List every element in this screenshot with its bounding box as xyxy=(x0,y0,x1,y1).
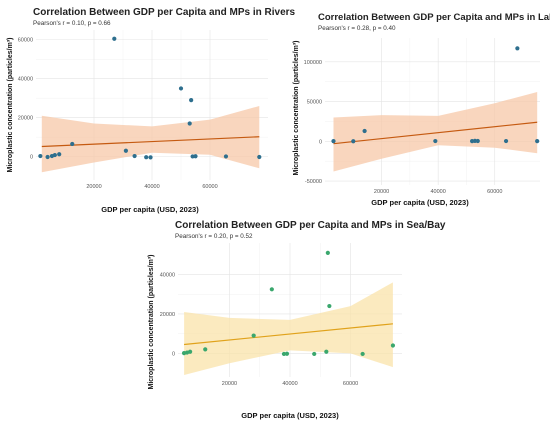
data-point xyxy=(475,138,480,144)
data-point xyxy=(70,141,75,147)
data-point xyxy=(123,148,128,153)
data-point xyxy=(433,138,438,144)
data-point xyxy=(52,152,57,158)
data-point xyxy=(362,128,367,134)
data-point xyxy=(38,153,43,159)
regression-line xyxy=(183,323,393,346)
x-tick-label: 60000 xyxy=(487,189,502,195)
data-point xyxy=(325,250,330,255)
data-point xyxy=(257,154,262,160)
confidence-band xyxy=(333,92,538,172)
chart-subtitle: Pearson's r = 0.20, p = 0.52 xyxy=(175,233,253,240)
chart-title: Correlation Between GDP per Capita and M… xyxy=(318,12,550,23)
y-tick-label: 100000 xyxy=(304,60,322,66)
y-tick-label: 0 xyxy=(172,351,175,357)
y-tick-label: 0 xyxy=(30,155,33,161)
chart-title: Correlation Between GDP per Capita and M… xyxy=(33,7,296,18)
y-tick-label: 50000 xyxy=(307,100,322,106)
regression-line xyxy=(41,136,260,148)
data-point xyxy=(284,351,290,356)
plot-area: 20000 40000 60000 0 20000 40000 60000 xyxy=(18,30,268,190)
data-point xyxy=(193,154,198,159)
y-tick-label: -50000 xyxy=(305,179,322,185)
chart-sea-bay: Correlation Between GDP per Capita and M… xyxy=(148,220,446,420)
y-tick-label: 40000 xyxy=(160,273,175,279)
data-point xyxy=(535,139,540,144)
data-point xyxy=(515,46,520,51)
data-point xyxy=(269,287,274,292)
data-point xyxy=(351,139,356,144)
data-point xyxy=(223,154,229,159)
data-point xyxy=(331,139,336,144)
data-point xyxy=(148,155,153,160)
y-tick-label: 0 xyxy=(319,139,322,145)
x-axis-label: GDP per capita (USD, 2023) xyxy=(371,198,469,207)
x-tick-label: 40000 xyxy=(282,381,297,387)
data-point xyxy=(360,351,365,357)
data-point xyxy=(132,153,137,159)
data-point xyxy=(45,154,50,160)
data-point xyxy=(390,343,396,348)
x-tick-label: 60000 xyxy=(343,381,358,387)
x-tick-label: 20000 xyxy=(374,189,389,195)
chart-title: Correlation Between GDP per Capita and M… xyxy=(175,220,446,231)
data-point xyxy=(178,86,184,91)
data-point xyxy=(503,138,509,144)
y-tick-label: 40000 xyxy=(18,77,33,83)
x-tick-label: 40000 xyxy=(144,184,159,190)
x-tick-label: 60000 xyxy=(202,184,217,190)
data-point xyxy=(324,349,329,354)
data-point xyxy=(112,36,117,41)
x-axis-label: GDP per capita (USD, 2023) xyxy=(241,411,339,420)
x-tick-label: 40000 xyxy=(431,189,446,195)
data-point xyxy=(251,333,256,338)
y-axis-label: Microplastic concentration (particles/m³… xyxy=(7,38,14,173)
data-point xyxy=(281,351,287,357)
confidence-band xyxy=(41,106,260,173)
plot-area: 20000 40000 60000 -50000 0 50000 100000 xyxy=(304,38,540,195)
data-point xyxy=(187,121,192,126)
data-point xyxy=(327,303,332,309)
y-tick-label: 20000 xyxy=(160,312,175,318)
chart-lakes: Correlation Between GDP per Capita and M… xyxy=(293,12,550,207)
data-point xyxy=(57,152,62,157)
y-axis-label: Microplastic concentration (particles/m³… xyxy=(148,255,155,390)
data-point xyxy=(188,349,193,354)
confidence-band xyxy=(184,282,393,375)
data-point xyxy=(144,155,149,160)
x-tick-label: 20000 xyxy=(86,184,101,190)
y-tick-label: 20000 xyxy=(18,116,33,122)
chart-subtitle: Pearson's r = 0.28, p = 0.40 xyxy=(318,25,396,32)
x-tick-label: 20000 xyxy=(222,381,237,387)
chart-subtitle: Pearson's r = 0.10, p = 0.66 xyxy=(33,20,111,27)
x-axis-label: GDP per capita (USD, 2023) xyxy=(101,205,199,214)
data-point xyxy=(189,98,194,103)
plot-area: 20000 40000 60000 0 20000 40000 xyxy=(160,243,402,387)
chart-rivers: Correlation Between GDP per Capita and M… xyxy=(7,7,296,214)
data-point xyxy=(312,351,317,357)
y-axis-label: Microplastic concentration (particles/m³… xyxy=(293,41,300,176)
y-tick-label: 60000 xyxy=(18,38,33,44)
regression-line xyxy=(333,121,538,145)
data-point xyxy=(203,347,208,352)
